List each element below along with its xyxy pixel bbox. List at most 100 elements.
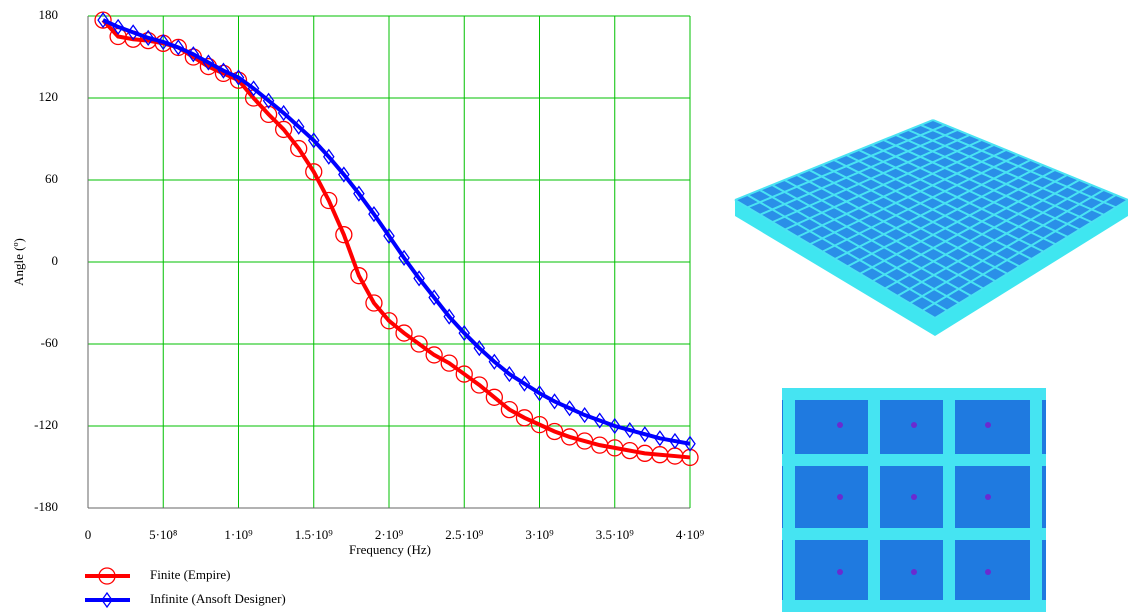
marker xyxy=(172,39,185,56)
marker xyxy=(368,206,380,223)
marker xyxy=(274,120,293,139)
marker xyxy=(232,69,245,86)
mesh-line xyxy=(932,119,1128,201)
marker xyxy=(651,446,669,464)
y-tick-label: -180 xyxy=(34,499,58,514)
mesh-line xyxy=(847,164,1044,268)
marker xyxy=(338,166,350,183)
marker xyxy=(624,421,636,439)
mesh-line xyxy=(870,144,1069,238)
mesh-line xyxy=(883,139,1081,231)
x-tick-label: 2·10⁹ xyxy=(375,527,404,542)
x-tick-label: 0 xyxy=(85,527,92,542)
marker xyxy=(639,426,651,443)
via-dot xyxy=(911,422,917,428)
marker xyxy=(593,412,606,429)
marker xyxy=(455,365,473,383)
marker xyxy=(97,11,109,29)
marker xyxy=(681,448,699,467)
x-tick-label: 5·10⁸ xyxy=(149,527,178,542)
mesh-line xyxy=(858,149,1057,246)
y-tick-label: 120 xyxy=(39,89,59,104)
marker xyxy=(410,335,428,353)
marker xyxy=(548,393,561,410)
marker xyxy=(503,365,516,383)
marker xyxy=(485,388,504,406)
y-axis-label: Angle (º) xyxy=(11,238,26,286)
marker xyxy=(533,385,546,402)
via-dot xyxy=(837,569,843,575)
x-axis-label: Frequency (Hz) xyxy=(349,542,431,557)
marker xyxy=(608,417,621,435)
via-dot xyxy=(985,422,991,428)
y-tick-label: 60 xyxy=(45,171,58,186)
marker xyxy=(440,354,458,372)
marker xyxy=(259,105,278,124)
legend-label: Infinite (Ansoft Designer) xyxy=(150,591,286,606)
y-tick-label: 0 xyxy=(52,253,59,268)
mesh-line xyxy=(897,184,1092,297)
marker xyxy=(669,432,681,450)
marker xyxy=(320,191,338,210)
cell-border xyxy=(783,388,795,612)
mesh-line xyxy=(872,174,1068,283)
cell-border xyxy=(782,454,1046,466)
marker xyxy=(395,324,413,342)
x-tick-label: 1·10⁹ xyxy=(224,527,253,542)
marker xyxy=(98,567,116,585)
marker xyxy=(413,270,425,287)
marker xyxy=(380,312,398,330)
marker xyxy=(443,308,455,325)
x-tick-label: 4·10⁹ xyxy=(676,527,705,542)
cell-border xyxy=(782,528,1046,540)
mesh-line xyxy=(845,154,1045,253)
marker xyxy=(262,92,275,109)
marker xyxy=(654,430,666,447)
mesh-line xyxy=(884,179,1080,290)
marker xyxy=(247,80,260,97)
marker xyxy=(545,422,564,441)
x-tick-label: 3·10⁹ xyxy=(525,527,554,542)
x-tick-label: 3.5·10⁹ xyxy=(596,527,635,542)
marker xyxy=(350,267,368,285)
marker xyxy=(112,18,124,36)
cell-border xyxy=(782,388,1046,400)
mesh-line xyxy=(834,159,1031,260)
marker xyxy=(398,249,410,267)
marker xyxy=(305,163,323,181)
marker xyxy=(518,375,531,392)
marker xyxy=(217,62,230,79)
mesh-line xyxy=(921,194,1117,312)
marker xyxy=(202,54,215,71)
x-tick-label: 1.5·10⁹ xyxy=(295,527,334,542)
marker xyxy=(473,339,486,357)
y-tick-label: -60 xyxy=(41,335,58,350)
marker xyxy=(684,435,696,452)
mesh-line xyxy=(934,199,1128,319)
marker xyxy=(515,409,534,427)
marker xyxy=(563,400,576,417)
marker xyxy=(307,132,320,149)
marker xyxy=(383,227,395,245)
marker xyxy=(425,346,443,364)
slab-top xyxy=(735,120,1128,318)
via-dot xyxy=(911,569,917,575)
marker xyxy=(365,294,383,312)
marker xyxy=(636,444,654,462)
marker xyxy=(353,185,365,202)
cell-border xyxy=(1030,388,1042,612)
marker xyxy=(292,118,305,135)
marker xyxy=(458,324,471,342)
via-dot xyxy=(837,422,843,428)
marker xyxy=(229,71,248,89)
y-tick-label: 180 xyxy=(39,7,59,22)
marker xyxy=(290,139,308,158)
mesh-line xyxy=(909,189,1105,305)
cell-border xyxy=(782,600,1046,612)
marker xyxy=(277,104,290,122)
marker xyxy=(428,289,440,306)
marker xyxy=(335,226,353,244)
marker xyxy=(157,33,170,51)
